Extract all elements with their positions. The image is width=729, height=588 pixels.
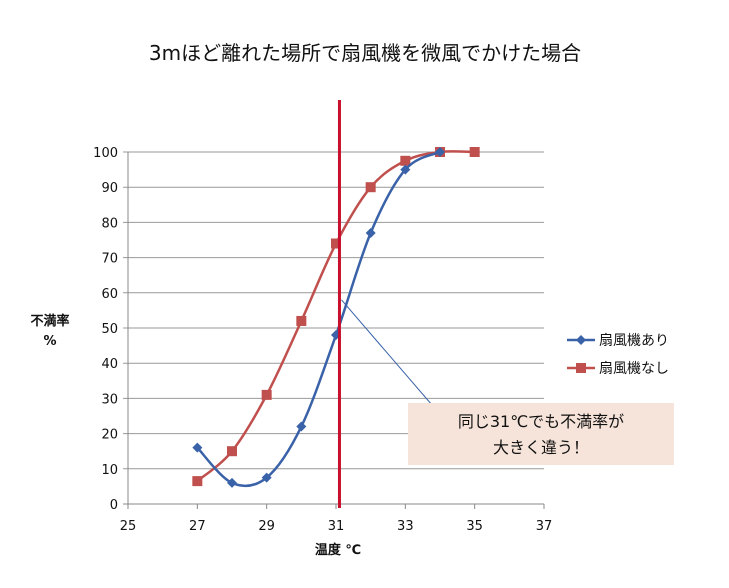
x-tick-label: 31 [328, 519, 345, 534]
y-tick-label: 10 [101, 463, 118, 478]
y-tick-label: 20 [101, 428, 118, 443]
data-point [192, 442, 203, 453]
legend-label: 扇風機あり [599, 333, 669, 349]
y-tick-label: 30 [101, 392, 118, 407]
series-line [196, 150, 441, 488]
x-tick-label: 29 [258, 519, 275, 534]
y-tick-label: 100 [93, 146, 118, 161]
data-point [365, 182, 376, 193]
y-tick-label: 50 [101, 322, 118, 337]
data-point [227, 446, 237, 457]
y-tick-label: 60 [101, 287, 118, 302]
y-axis-unit: % [43, 334, 56, 349]
data-point [296, 421, 307, 432]
data-point [261, 472, 272, 483]
data-point [192, 476, 203, 487]
y-tick-label: 90 [101, 181, 118, 196]
x-tick-label: 35 [466, 519, 483, 534]
data-point [365, 227, 376, 238]
x-tick-label: 25 [120, 519, 137, 534]
x-axis-label: 温度 ℃ [315, 542, 361, 558]
annotation-line2: 大きく違う！ [493, 438, 589, 457]
data-point [331, 238, 341, 249]
y-tick-label: 80 [101, 216, 118, 231]
legend-label: 扇風機なし [599, 361, 669, 377]
data-point [296, 315, 307, 326]
data-point [400, 155, 411, 166]
annotation-box [408, 403, 674, 465]
y-tick-label: 70 [101, 252, 118, 267]
legend-marker [576, 335, 586, 345]
x-tick-label: 33 [397, 519, 414, 534]
chart-title: 3mほど離れた場所で扇風機を微風でかけた場合 [149, 41, 581, 65]
data-point [435, 147, 445, 157]
annotation-line1: 同じ31℃でも不満率が [458, 412, 624, 431]
legend-marker [576, 363, 586, 373]
data-point [261, 389, 272, 400]
x-tick-label: 37 [536, 519, 553, 534]
y-tick-label: 0 [110, 498, 118, 513]
data-point [469, 147, 480, 157]
series-line [196, 150, 475, 483]
data-point [227, 477, 237, 488]
data-point [400, 164, 411, 175]
y-axis-label: 不満率 [30, 313, 69, 329]
y-tick-label: 40 [101, 357, 118, 372]
x-tick-label: 27 [189, 519, 206, 534]
annotation-leader [341, 299, 433, 406]
